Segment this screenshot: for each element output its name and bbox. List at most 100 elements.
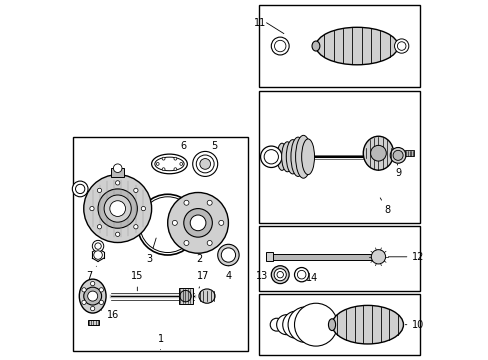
- Circle shape: [90, 282, 95, 286]
- Circle shape: [270, 318, 283, 331]
- Ellipse shape: [199, 289, 215, 303]
- Circle shape: [217, 244, 239, 266]
- Circle shape: [83, 175, 151, 243]
- Ellipse shape: [276, 143, 286, 170]
- Circle shape: [162, 168, 164, 171]
- Circle shape: [282, 311, 309, 338]
- Circle shape: [99, 300, 103, 305]
- Circle shape: [271, 37, 288, 55]
- Circle shape: [97, 225, 102, 229]
- Circle shape: [174, 168, 177, 171]
- Circle shape: [133, 188, 138, 193]
- Circle shape: [174, 157, 177, 160]
- Circle shape: [370, 249, 385, 264]
- Circle shape: [183, 208, 212, 237]
- Circle shape: [94, 251, 102, 259]
- Circle shape: [97, 188, 102, 193]
- Circle shape: [104, 195, 131, 222]
- Circle shape: [260, 146, 282, 167]
- Bar: [258, 294, 419, 355]
- Bar: [111, 168, 124, 177]
- Circle shape: [115, 232, 120, 237]
- Circle shape: [264, 150, 278, 164]
- Text: 7: 7: [86, 266, 96, 282]
- Bar: [258, 226, 419, 291]
- Ellipse shape: [315, 27, 397, 65]
- Circle shape: [81, 300, 86, 305]
- Circle shape: [389, 148, 405, 163]
- Circle shape: [200, 158, 210, 169]
- Circle shape: [87, 291, 98, 301]
- Circle shape: [192, 152, 217, 176]
- Circle shape: [221, 248, 235, 262]
- Circle shape: [183, 200, 188, 205]
- Circle shape: [141, 206, 145, 211]
- Circle shape: [133, 225, 138, 229]
- Ellipse shape: [301, 139, 314, 175]
- Text: 1: 1: [157, 334, 163, 350]
- Circle shape: [276, 315, 296, 335]
- Ellipse shape: [311, 41, 319, 51]
- Circle shape: [83, 287, 102, 305]
- Circle shape: [90, 306, 95, 311]
- Text: 12: 12: [387, 252, 424, 262]
- Circle shape: [92, 240, 103, 252]
- Circle shape: [95, 243, 101, 249]
- Ellipse shape: [281, 142, 292, 172]
- Circle shape: [218, 220, 224, 225]
- Bar: [265, 252, 272, 261]
- Circle shape: [196, 155, 214, 173]
- Ellipse shape: [331, 305, 403, 344]
- Circle shape: [99, 288, 103, 292]
- Circle shape: [115, 181, 120, 185]
- Bar: [405, 150, 413, 156]
- Circle shape: [276, 271, 283, 278]
- Text: 3: 3: [146, 238, 156, 264]
- Circle shape: [140, 197, 195, 252]
- Bar: [267, 254, 378, 260]
- Ellipse shape: [295, 135, 311, 178]
- Text: 13: 13: [255, 271, 273, 282]
- Circle shape: [162, 157, 164, 160]
- Circle shape: [172, 220, 177, 225]
- Circle shape: [98, 189, 137, 228]
- Text: 14: 14: [301, 272, 318, 283]
- Circle shape: [190, 215, 205, 231]
- Circle shape: [156, 162, 159, 165]
- Circle shape: [370, 145, 386, 161]
- Bar: [88, 320, 99, 325]
- Circle shape: [274, 40, 285, 52]
- Circle shape: [81, 288, 86, 292]
- Text: 2: 2: [196, 243, 203, 264]
- Circle shape: [287, 307, 323, 342]
- Ellipse shape: [151, 154, 187, 174]
- Text: 8: 8: [380, 198, 389, 215]
- Circle shape: [180, 162, 183, 165]
- Text: 4: 4: [225, 264, 231, 282]
- Bar: [258, 5, 419, 87]
- Ellipse shape: [79, 279, 106, 313]
- Ellipse shape: [155, 157, 184, 171]
- Text: 11: 11: [253, 18, 265, 28]
- Circle shape: [75, 184, 84, 194]
- Bar: [179, 288, 193, 304]
- Circle shape: [113, 164, 122, 172]
- Circle shape: [207, 240, 212, 246]
- Circle shape: [110, 201, 125, 216]
- Text: 5: 5: [206, 141, 217, 158]
- Circle shape: [392, 150, 402, 160]
- Circle shape: [297, 270, 305, 279]
- Bar: [258, 91, 419, 223]
- Ellipse shape: [290, 137, 305, 176]
- Ellipse shape: [285, 140, 299, 174]
- Circle shape: [167, 193, 228, 253]
- Circle shape: [294, 267, 308, 282]
- Text: 9: 9: [394, 164, 400, 178]
- Circle shape: [394, 39, 408, 53]
- Text: 6: 6: [176, 141, 186, 158]
- Text: 10: 10: [405, 320, 424, 330]
- Circle shape: [274, 269, 285, 281]
- Circle shape: [294, 303, 337, 346]
- Circle shape: [90, 206, 94, 211]
- Text: 16: 16: [101, 310, 119, 320]
